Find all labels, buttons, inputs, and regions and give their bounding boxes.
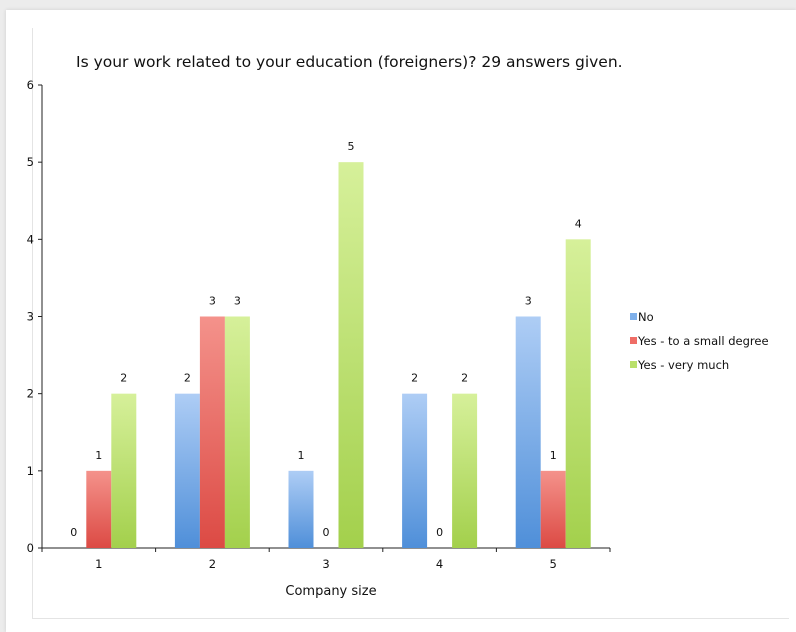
x-tick-label: 5 <box>550 557 557 571</box>
y-tick-label: 4 <box>27 232 34 246</box>
x-tick-label: 2 <box>209 557 216 571</box>
legend-swatch <box>630 361 637 368</box>
bar <box>224 316 250 548</box>
chart-title: Is your work related to your education (… <box>76 53 623 71</box>
data-label: 4 <box>575 217 582 230</box>
data-label: 2 <box>120 372 127 385</box>
data-label: 2 <box>461 372 468 385</box>
chart-panel <box>6 10 796 632</box>
legend-swatch <box>630 337 637 344</box>
bar <box>174 393 200 548</box>
bar <box>540 470 566 548</box>
bar <box>565 239 591 549</box>
bar <box>86 470 112 548</box>
bar <box>111 393 137 548</box>
legend-label: No <box>638 310 654 324</box>
x-tick-label: 3 <box>322 557 329 571</box>
x-axis: 1 2 3 4 5 <box>41 547 611 571</box>
y-tick-label: 5 <box>27 155 34 169</box>
legend: No Yes - to a small degree Yes - very much <box>630 310 769 372</box>
data-label: 3 <box>234 295 241 308</box>
bar <box>288 470 314 548</box>
data-label: 0 <box>436 526 443 539</box>
data-label: 2 <box>411 372 418 385</box>
legend-swatch <box>630 313 637 320</box>
data-label: 0 <box>323 526 330 539</box>
data-label: 5 <box>348 140 355 153</box>
data-label: 3 <box>209 295 216 308</box>
legend-label: Yes - to a small degree <box>637 334 769 348</box>
y-axis: 0 1 2 3 4 5 6 <box>27 78 43 555</box>
y-tick-label: 2 <box>27 387 34 401</box>
bar <box>515 316 541 548</box>
data-label: 1 <box>550 449 557 462</box>
legend-label: Yes - very much <box>637 358 729 372</box>
chart-frame <box>32 28 789 619</box>
bar <box>338 162 364 548</box>
bar <box>199 316 225 548</box>
data-label: 1 <box>95 449 102 462</box>
x-tick-label: 1 <box>95 557 102 571</box>
data-label: 3 <box>525 295 532 308</box>
x-axis-label: Company size <box>285 584 376 599</box>
y-tick-label: 3 <box>27 310 34 324</box>
y-tick-label: 1 <box>27 464 34 478</box>
data-labels: 0 1 2 2 3 3 1 0 5 2 0 2 3 1 4 <box>70 140 581 539</box>
bar <box>452 393 478 548</box>
data-label: 0 <box>70 526 77 539</box>
data-label: 1 <box>298 449 305 462</box>
bar <box>402 393 428 548</box>
y-tick-label: 6 <box>27 78 34 92</box>
bars <box>86 162 591 549</box>
x-tick-label: 4 <box>436 557 443 571</box>
data-label: 2 <box>184 372 191 385</box>
y-tick-label: 0 <box>27 541 34 555</box>
